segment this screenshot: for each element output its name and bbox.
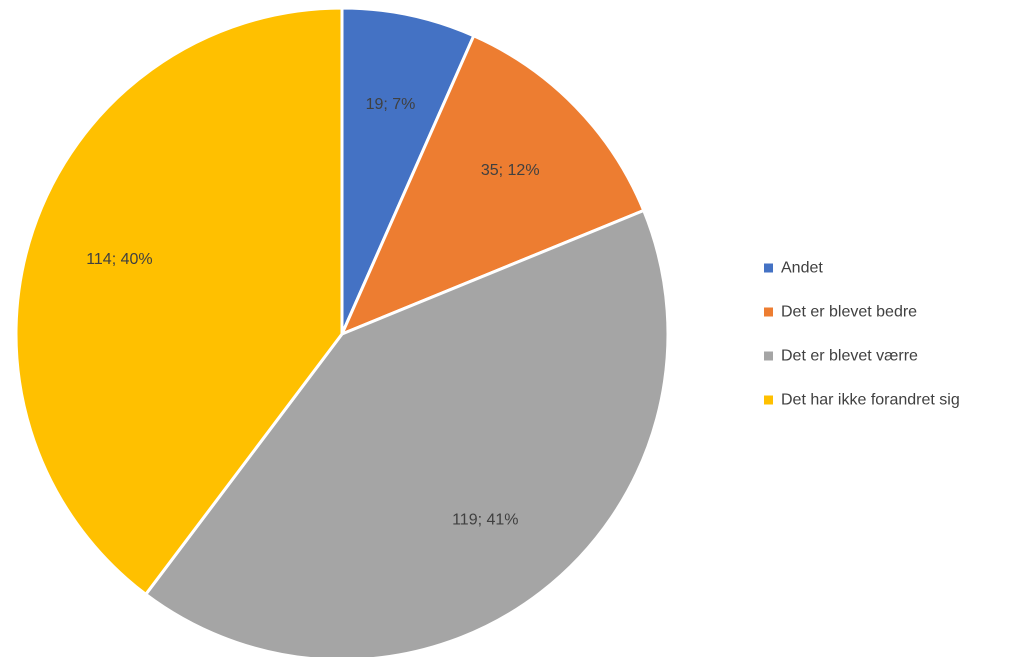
legend-swatch [764, 307, 773, 317]
legend: Andet Det er blevet bedre Det er blevet væ… [764, 260, 960, 409]
data-label-andet: 19; 7% [366, 96, 416, 113]
legend-swatch [764, 351, 773, 361]
legend-swatch [764, 395, 773, 405]
legend-item-det-er-blevet-vaerre: Det er blevet værre [764, 348, 918, 365]
legend-swatch [764, 263, 773, 273]
pie-slices [14, 6, 670, 662]
legend-label: Det er blevet bedre [781, 304, 917, 321]
legend-label: Det har ikke forandret sig [781, 392, 960, 409]
pie-slice-det-er-blevet-vaerre [144, 208, 670, 662]
legend-item-andet: Andet [764, 260, 823, 277]
data-label-det-er-blevet-bedre: 35; 12% [481, 162, 540, 179]
legend-item-det-er-blevet-bedre: Det er blevet bedre [764, 304, 917, 321]
pie-data-labels: 19; 7% 35; 12% 119; 41% 114; 40% [86, 96, 539, 529]
legend-item-det-har-ikke-forandret-sig: Det har ikke forandret sig [764, 392, 960, 409]
pie-slice-det-er-blevet-bedre [340, 34, 646, 336]
data-label-det-har-ikke-forandret-sig: 114; 40% [86, 251, 152, 268]
legend-label: Andet [781, 260, 823, 277]
pie-slice-andet [340, 6, 476, 336]
legend-label: Det er blevet værre [781, 348, 918, 365]
pie-slice-det-har-ikke-forandret-sig [14, 6, 344, 596]
data-label-det-er-blevet-vaerre: 119; 41% [452, 511, 518, 528]
